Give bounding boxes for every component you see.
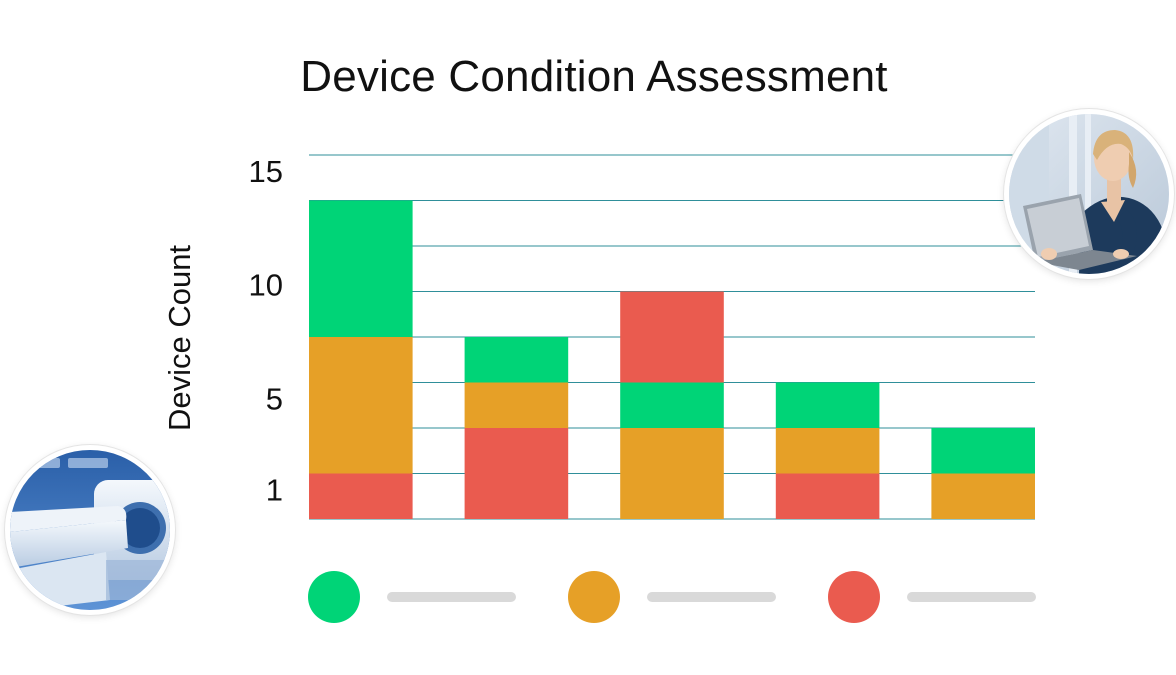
bar-segment — [464, 382, 569, 428]
legend-label-placeholder — [387, 592, 516, 602]
bar-segment — [620, 428, 724, 519]
bars — [309, 200, 1035, 519]
bar-segment — [620, 382, 724, 428]
bar-segment — [464, 337, 569, 383]
bar-segment — [464, 428, 569, 519]
legend-label-placeholder — [647, 592, 776, 602]
bar-segment — [931, 428, 1035, 474]
y-tick-label: 15 — [249, 154, 283, 189]
legend-swatch — [568, 571, 620, 623]
y-tick-label: 1 — [266, 472, 283, 507]
y-tick-label: 10 — [249, 268, 283, 303]
mri-scanner-photo-avatar — [5, 445, 175, 615]
legend — [308, 571, 1036, 623]
legend-label-placeholder — [907, 592, 1036, 602]
bar-segment — [620, 291, 724, 383]
bar-segment — [931, 473, 1035, 519]
chart-title: Device Condition Assessment — [300, 52, 888, 101]
nurse-photo-avatar — [1004, 109, 1174, 279]
y-tick-label: 5 — [266, 381, 283, 416]
mri-scanner-icon — [10, 450, 170, 610]
bar-segment — [309, 473, 413, 519]
legend-swatch — [308, 571, 360, 623]
bar-segment — [775, 428, 880, 474]
bar-segment — [309, 200, 413, 337]
bar-segment — [775, 382, 880, 428]
bar-segment — [309, 337, 413, 474]
legend-swatch — [828, 571, 880, 623]
nurse-with-laptop-icon — [1009, 114, 1169, 274]
bar-segment — [775, 473, 880, 519]
